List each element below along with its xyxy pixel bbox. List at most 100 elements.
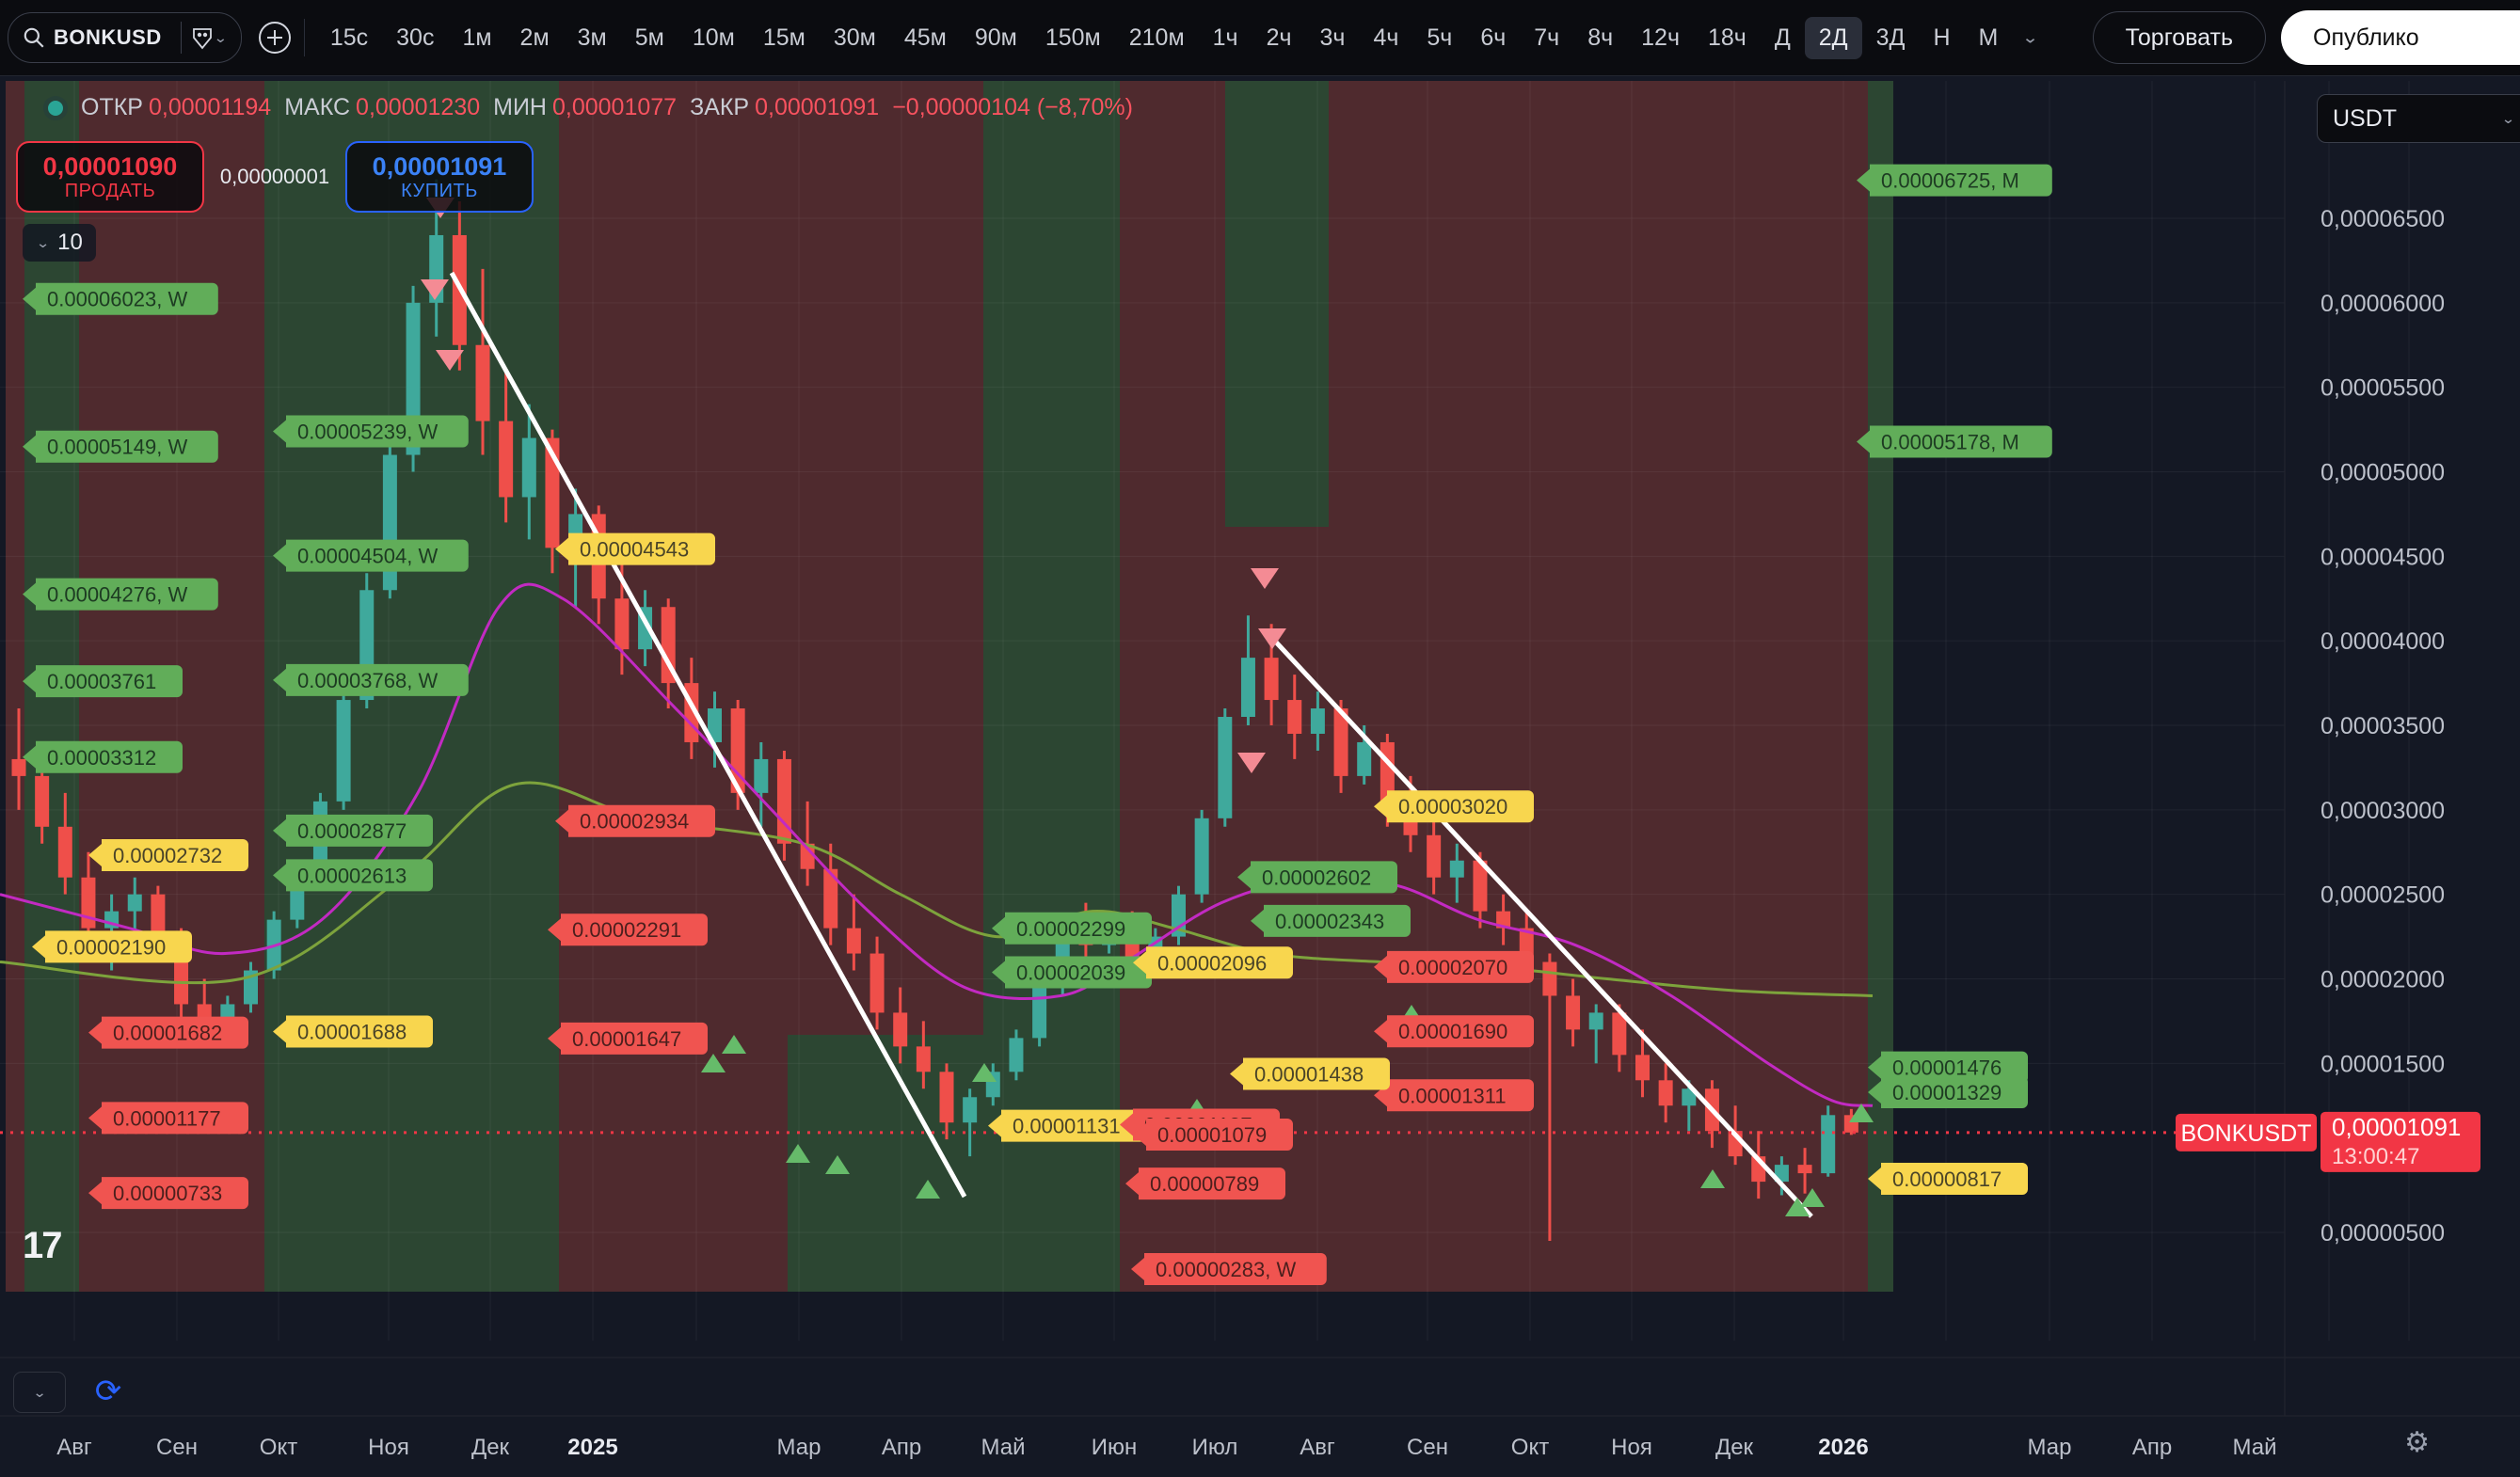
svg-text:0,00004500: 0,00004500: [2321, 544, 2445, 570]
svg-text:0.00005178, M: 0.00005178, M: [1881, 431, 2019, 454]
price-level-label: 0.00001682: [88, 1017, 248, 1049]
timeframe-6ч[interactable]: 6ч: [1466, 17, 1520, 59]
sell-label: ПРОДАТЬ: [65, 181, 156, 201]
svg-text:0.00003768, W: 0.00003768, W: [297, 669, 438, 692]
price-level-label: 0.00005149, W: [23, 431, 218, 463]
svg-text:0.00001177: 0.00001177: [113, 1106, 221, 1130]
svg-text:Сен: Сен: [156, 1435, 198, 1460]
sell-button[interactable]: 0,00001090 ПРОДАТЬ: [16, 141, 204, 213]
pane-collapse-button[interactable]: ⌄: [13, 1372, 66, 1413]
svg-text:Окт: Окт: [260, 1435, 297, 1460]
timeframe-150м[interactable]: 150м: [1031, 17, 1115, 59]
timeframe-2м[interactable]: 2м: [506, 17, 564, 59]
svg-text:Май: Май: [2232, 1435, 2276, 1460]
price-level-label: 0.00002877: [273, 815, 433, 847]
publish-button[interactable]: Опублико: [2281, 10, 2520, 65]
svg-text:Ноя: Ноя: [1611, 1435, 1652, 1460]
timeframe-90м[interactable]: 90м: [961, 17, 1031, 59]
timeframe-5м[interactable]: 5м: [621, 17, 678, 59]
series-status-dot-icon[interactable]: [43, 96, 68, 120]
timeframe-Н[interactable]: Н: [1919, 17, 1964, 59]
svg-text:0,00004000: 0,00004000: [2321, 628, 2445, 655]
change-value: −0,00000104 (−8,70%): [892, 94, 1133, 121]
price-level-label: 0.00001688: [273, 1016, 433, 1048]
price-level-label: 0.00003768, W: [273, 664, 469, 696]
timeframe-2Д[interactable]: 2Д: [1805, 17, 1862, 59]
svg-text:Апр: Апр: [2132, 1435, 2172, 1460]
svg-text:0.00001690: 0.00001690: [1398, 1020, 1507, 1043]
sell-price: 0,00001090: [43, 152, 178, 181]
svg-text:0.00001682: 0.00001682: [113, 1022, 222, 1045]
price-chart-pane[interactable]: 0.00006023, W 0.00005149, W 0.00005239, W 0…: [0, 75, 2520, 1477]
svg-text:0.00000283, W: 0.00000283, W: [1156, 1258, 1296, 1281]
svg-text:0.00001329: 0.00001329: [1892, 1081, 2002, 1104]
price-level-label: 0.00002602: [1237, 861, 1397, 893]
svg-text:0.00001131: 0.00001131: [1013, 1115, 1121, 1138]
timeframe-45м[interactable]: 45м: [890, 17, 961, 59]
buy-label: КУПИТЬ: [401, 181, 478, 201]
svg-text:0.00004504, W: 0.00004504, W: [297, 545, 438, 568]
timeframe-12ч[interactable]: 12ч: [1627, 17, 1694, 59]
price-level-label: 0.00000283, W: [1131, 1253, 1327, 1285]
price-level-label: 0.00005239, W: [273, 416, 469, 448]
low-value: 0,00001077: [552, 94, 677, 121]
timeframe-15с[interactable]: 15с: [316, 17, 382, 59]
timeframe-2ч[interactable]: 2ч: [1252, 17, 1306, 59]
timeframe-row: 15с30с1м2м3м5м10м15м30м45м90м150м210м1ч2…: [316, 17, 2013, 59]
timeframe-3м[interactable]: 3м: [564, 17, 621, 59]
trade-button[interactable]: Торговать: [2093, 11, 2266, 64]
interval-dropdown[interactable]: ⌄ 10: [23, 224, 96, 262]
price-level-label: 0.00000789: [1125, 1167, 1285, 1199]
timeframe-5ч[interactable]: 5ч: [1412, 17, 1466, 59]
svg-text:Май: Май: [981, 1435, 1025, 1460]
svg-text:0,00001091: 0,00001091: [2332, 1113, 2461, 1141]
quote-currency-dropdown[interactable]: USDT ⌄: [2317, 94, 2520, 143]
svg-text:0,00003000: 0,00003000: [2321, 798, 2445, 824]
svg-text:0.00002934: 0.00002934: [580, 810, 689, 834]
svg-text:Дек: Дек: [471, 1435, 510, 1460]
price-level-label: 0.00001079: [1133, 1119, 1293, 1151]
timeframe-210м[interactable]: 210м: [1115, 17, 1199, 59]
timeframe-Д[interactable]: Д: [1761, 17, 1805, 59]
svg-text:0.00001647: 0.00001647: [572, 1027, 681, 1051]
price-level-label: 0.00002934: [555, 805, 715, 837]
buy-button[interactable]: 0,00001091 КУПИТЬ: [345, 141, 534, 213]
timeframe-4ч[interactable]: 4ч: [1359, 17, 1412, 59]
price-level-label: 0.00002096: [1133, 946, 1293, 978]
svg-text:0.00002299: 0.00002299: [1016, 917, 1125, 941]
refresh-button[interactable]: ⟳: [87, 1372, 130, 1411]
svg-text:Мар: Мар: [777, 1435, 821, 1460]
price-level-label: 0.00006023, W: [23, 283, 218, 315]
add-symbol-button[interactable]: [257, 20, 293, 56]
svg-text:0.00002602: 0.00002602: [1262, 866, 1371, 889]
tradingview-logo[interactable]: 17: [23, 1225, 61, 1267]
timeframe-1ч[interactable]: 1ч: [1199, 17, 1252, 59]
symbol-search-pill[interactable]: BONKUSD ⌄: [8, 12, 242, 63]
svg-text:0.00002291: 0.00002291: [572, 918, 681, 942]
svg-text:Авг: Авг: [56, 1435, 92, 1460]
price-level-label: 0.00004276, W: [23, 579, 218, 611]
timeframe-3ч[interactable]: 3ч: [1306, 17, 1360, 59]
svg-text:0.00003020: 0.00003020: [1398, 795, 1507, 818]
svg-text:0,00006000: 0,00006000: [2321, 291, 2445, 317]
svg-text:0.00002613: 0.00002613: [297, 864, 407, 887]
timeframe-8ч[interactable]: 8ч: [1573, 17, 1627, 59]
buy-price: 0,00001091: [373, 152, 507, 181]
svg-text:0.00006023, W: 0.00006023, W: [47, 288, 187, 311]
interval-value: 10: [57, 230, 83, 256]
top-toolbar: BONKUSD ⌄ 15с30с1м2м3м5м10м15м30м45м90м1…: [0, 0, 2520, 76]
timeframe-1м[interactable]: 1м: [448, 17, 505, 59]
timeframe-18ч[interactable]: 18ч: [1694, 17, 1761, 59]
axis-settings-gear-icon[interactable]: ⚙: [2404, 1426, 2430, 1459]
price-level-label: 0.00005178, M: [1857, 426, 2052, 458]
timeframe-3Д[interactable]: 3Д: [1862, 17, 1920, 59]
timeframe-7ч[interactable]: 7ч: [1520, 17, 1573, 59]
timeframe-30с[interactable]: 30с: [382, 17, 448, 59]
timeframes-more-chevron-icon[interactable]: ⌄: [2021, 28, 2038, 48]
timeframe-М[interactable]: М: [1965, 17, 2013, 59]
timeframe-30м[interactable]: 30м: [820, 17, 890, 59]
svg-text:Дек: Дек: [1715, 1435, 1754, 1460]
svg-text:0,00003500: 0,00003500: [2321, 713, 2445, 739]
timeframe-15м[interactable]: 15м: [749, 17, 820, 59]
timeframe-10м[interactable]: 10м: [678, 17, 749, 59]
